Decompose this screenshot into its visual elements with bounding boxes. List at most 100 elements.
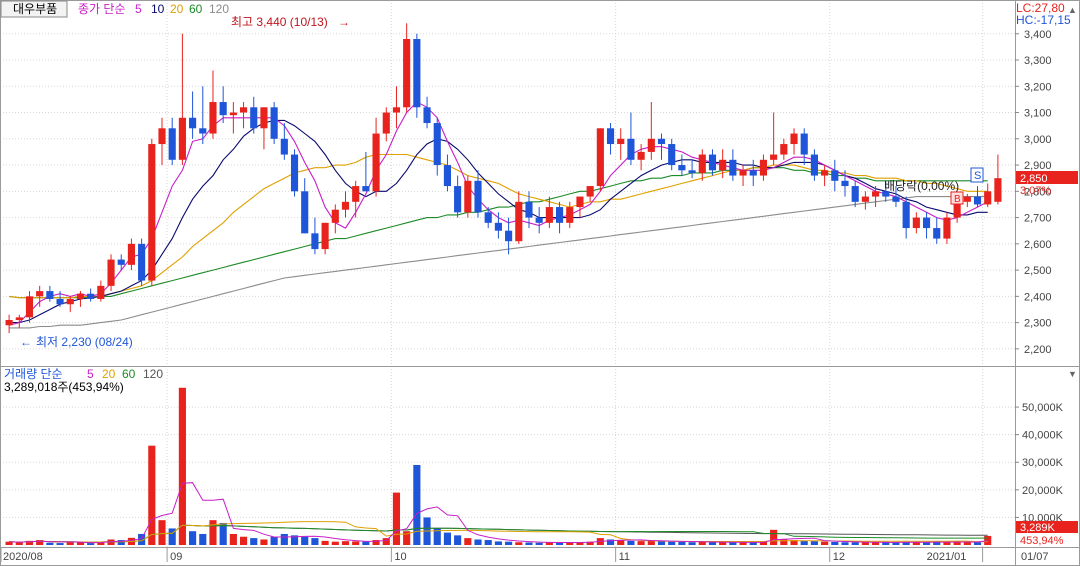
candle-body: [719, 159, 727, 171]
volume-bar: [372, 540, 380, 545]
candle-body: [301, 191, 309, 234]
candle-body: [535, 217, 543, 223]
signal-s-marker[interactable]: [970, 167, 984, 183]
volume-bar: [963, 541, 971, 545]
volume-bar: [872, 542, 880, 545]
volume-bar: [749, 542, 757, 545]
low-annotation: 최저 2,230 (08/24): [36, 335, 133, 349]
volume-bar: [178, 387, 186, 545]
candle-body: [851, 186, 859, 202]
volume-bar: [606, 539, 615, 545]
volume-bar: [148, 445, 156, 545]
candle-body: [657, 138, 666, 145]
candle-body: [810, 154, 818, 176]
volume-bar: [566, 542, 574, 545]
candle-body: [321, 222, 329, 250]
volume-bar: [739, 542, 747, 545]
candle-body: [270, 107, 278, 139]
volume-bar: [168, 528, 176, 545]
volume-bars: [5, 387, 992, 545]
volume-bar: [443, 532, 452, 545]
volume-pct-text: 453,94%: [1020, 535, 1064, 547]
volume-bar: [912, 542, 920, 545]
volume-bar: [831, 541, 839, 545]
candle-body: [148, 144, 156, 281]
volume-bar: [851, 542, 859, 545]
candle-body: [596, 128, 604, 187]
legend-ma60: 60: [189, 2, 203, 16]
candle-body: [943, 217, 951, 239]
signal-b-marker[interactable]: [950, 191, 964, 205]
candle-body: [239, 107, 248, 113]
candle-body: [403, 39, 411, 108]
signal-s-text: S: [974, 170, 981, 182]
volume-bar: [5, 541, 13, 545]
volume-bar: [555, 542, 564, 545]
volume-bar: [260, 539, 268, 545]
scroll-down-icon[interactable]: ▼: [1068, 369, 1077, 379]
price-tick-label: 3,100: [1024, 108, 1052, 120]
candle-body: [882, 191, 890, 197]
candle-body: [56, 298, 64, 305]
candle-body: [505, 230, 513, 242]
legend-ma10: 10: [151, 2, 165, 16]
candle-body: [576, 196, 584, 208]
price-tick-label: 2,300: [1024, 318, 1052, 330]
volume-bar: [87, 543, 95, 545]
price-tick-label: 2,900: [1024, 160, 1052, 172]
candle-body: [647, 138, 655, 152]
candle-body: [464, 180, 472, 213]
candle-body: [841, 180, 849, 187]
volume-bar: [922, 542, 931, 545]
candle-body: [25, 296, 34, 318]
volume-bar: [535, 542, 543, 545]
volume-bar: [892, 542, 900, 545]
candle-body: [97, 285, 105, 299]
candle-body: [566, 207, 574, 223]
legend-volume-label: 거래량 단순: [4, 367, 63, 381]
volume-bar: [882, 542, 890, 545]
candle-body: [189, 117, 197, 129]
candle-body: [933, 228, 941, 239]
scroll-up-icon[interactable]: ▲: [1068, 5, 1077, 15]
lc-readout: LC:27,80: [1016, 1, 1065, 15]
candle-body: [392, 107, 401, 113]
candle-body: [352, 186, 360, 202]
candle-body: [209, 102, 217, 134]
candle-body: [861, 196, 869, 202]
candle-body: [800, 133, 808, 155]
volume-tick-label: 50,000K: [1022, 402, 1064, 414]
volume-bar: [821, 541, 829, 545]
candle-body: [678, 165, 686, 171]
title-box[interactable]: [0, 0, 68, 18]
candle-body: [362, 186, 370, 192]
volume-last-readout: 3,289,018주(453,94%): [4, 380, 124, 394]
price-tick-label: 2,500: [1024, 265, 1052, 277]
dividend-annotation: 배당락(0,00%): [884, 179, 959, 193]
change-pct-text: 3,07%: [1020, 185, 1051, 197]
candle-body: [484, 212, 492, 223]
candle-body: [902, 201, 910, 229]
volume-bar: [413, 465, 421, 545]
candle-body: [892, 196, 900, 202]
candle-body: [872, 191, 880, 197]
volume-bar: [362, 541, 370, 545]
volume-tick-label: 20,000K: [1022, 485, 1064, 497]
volume-bar: [943, 542, 951, 545]
volume-bar: [474, 539, 482, 545]
time-axis-label: 10: [394, 551, 406, 563]
volume-bar: [729, 542, 737, 545]
volume-bar: [290, 535, 299, 545]
price-tick-label: 3,300: [1024, 55, 1052, 67]
volume-bar: [668, 541, 676, 545]
candle-body: [821, 170, 829, 176]
candle-body: [199, 128, 207, 134]
volume-bar: [515, 542, 523, 545]
volume-bar: [688, 542, 696, 545]
ma120-line: [9, 196, 988, 329]
legend-vma5: 5: [87, 367, 94, 381]
candle-body: [668, 144, 676, 166]
volume-bar: [759, 541, 768, 545]
volume-bar: [770, 529, 778, 545]
volume-bar: [627, 540, 635, 545]
